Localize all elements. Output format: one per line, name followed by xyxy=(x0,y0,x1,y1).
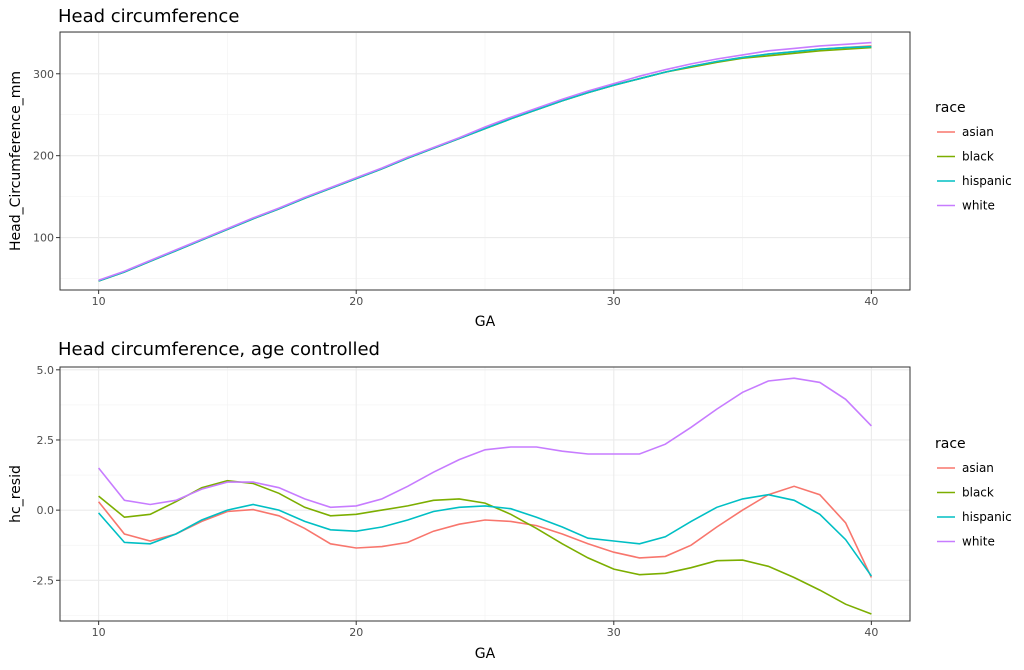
y-tick-label: 5.0 xyxy=(37,364,55,377)
grid xyxy=(60,367,910,621)
y-tick-label: -2.5 xyxy=(33,574,54,587)
legend-title: race xyxy=(935,436,966,452)
x-axis-label: GA xyxy=(475,646,496,662)
y-axis-label: hc_resid xyxy=(8,465,24,523)
legend-label-white: white xyxy=(962,535,995,549)
x-tick-label: 30 xyxy=(607,295,621,308)
x-tick-label: 30 xyxy=(607,626,621,639)
panel-border xyxy=(59,31,911,291)
chart-title: Head circumference xyxy=(58,6,239,27)
y-tick-label: 0.0 xyxy=(37,504,55,517)
legend-label-hispanic: hispanic xyxy=(962,174,1012,188)
legend-title: race xyxy=(935,100,966,116)
panel-head-circumference: Head circumference GA Head_Circumference… xyxy=(8,6,1012,330)
series-line-white xyxy=(97,377,872,509)
panel-age-controlled: Head circumference, age controlled GA hc… xyxy=(8,339,1012,662)
x-tick-label: 10 xyxy=(92,295,106,308)
series-line-asian xyxy=(97,485,873,578)
x-tick-label: 20 xyxy=(349,626,363,639)
legend-label-black: black xyxy=(962,150,994,164)
legend-label-asian: asian xyxy=(962,125,994,139)
legend-label-black: black xyxy=(962,486,994,500)
panel-border xyxy=(59,366,911,622)
x-tick-label: 20 xyxy=(349,295,363,308)
series-line-white xyxy=(98,41,872,281)
chart-title: Head circumference, age controlled xyxy=(58,339,380,360)
grid xyxy=(60,32,910,290)
y-tick-label: 300 xyxy=(33,68,54,81)
x-tick-label: 40 xyxy=(864,295,878,308)
x-tick-label: 10 xyxy=(92,626,106,639)
legend-label-white: white xyxy=(962,199,995,213)
y-tick-label: 100 xyxy=(33,232,54,245)
y-tick-label: 200 xyxy=(33,150,54,163)
y-tick-label: 2.5 xyxy=(37,434,55,447)
legend-label-asian: asian xyxy=(962,461,994,475)
series-line-hispanic xyxy=(97,493,873,577)
x-tick-label: 40 xyxy=(864,626,878,639)
series-line-black xyxy=(98,479,872,615)
y-axis-label: Head_Circumference_mm xyxy=(8,71,24,251)
legend-label-hispanic: hispanic xyxy=(962,510,1012,524)
x-axis-label: GA xyxy=(475,314,496,330)
